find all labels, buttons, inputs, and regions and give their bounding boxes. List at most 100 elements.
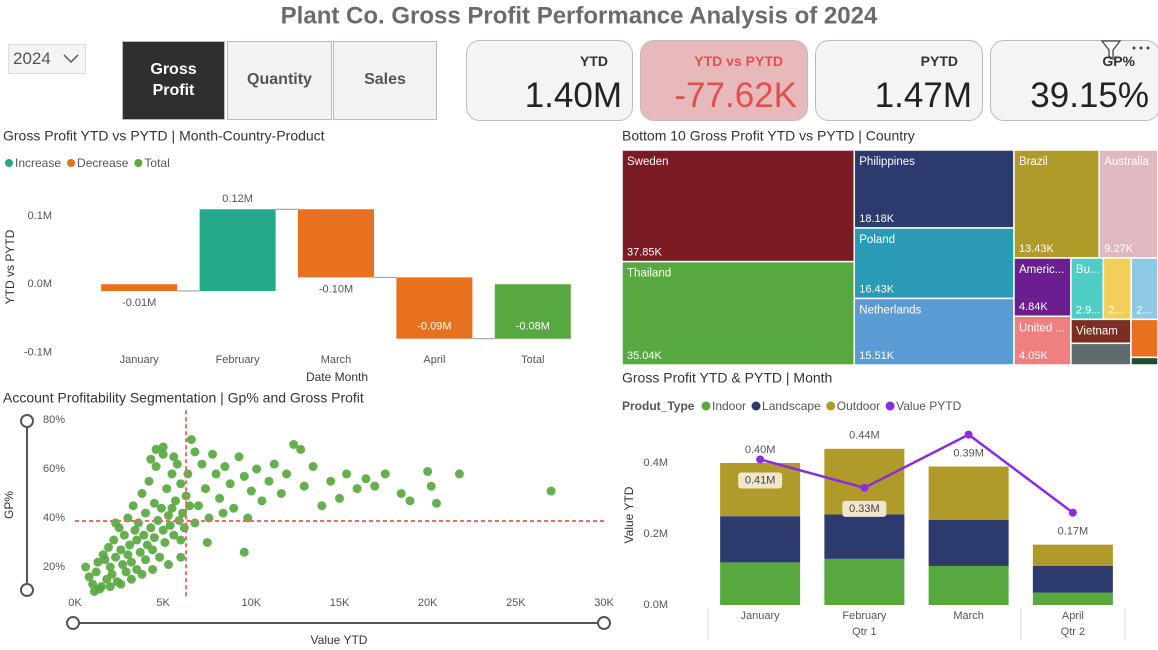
point [84, 572, 94, 582]
bar [396, 277, 473, 339]
bar-segment [720, 463, 801, 517]
x-tick-label: February [842, 610, 887, 622]
y-tick-label: 0.0M [644, 599, 668, 611]
slider-handle[interactable] [597, 616, 611, 630]
year-slicer[interactable]: 2024 [8, 44, 86, 74]
y-axis-title: GP% [2, 491, 16, 519]
point [135, 547, 145, 557]
point [200, 484, 210, 494]
legend-label: Outdoor [837, 399, 880, 413]
point [215, 493, 225, 503]
visual-header [1100, 40, 1150, 61]
nav-button[interactable]: Quantity [227, 41, 332, 120]
point [361, 474, 371, 484]
point [95, 584, 105, 594]
tile-label: Poland [859, 234, 895, 246]
chevron [63, 54, 79, 64]
data-label: 0.33M [849, 503, 880, 515]
point [128, 501, 138, 511]
button-label: Quantity [247, 71, 312, 89]
point [190, 447, 200, 457]
x-tick-label: 15K [330, 597, 350, 609]
point [121, 567, 131, 577]
point [93, 557, 103, 567]
tile [1130, 356, 1158, 366]
point [133, 518, 143, 528]
point [257, 496, 267, 506]
tile-value: 4.84K [1019, 301, 1048, 313]
slider-handle[interactable] [66, 616, 80, 630]
x-tick-label: January [120, 354, 160, 366]
kpi-card: GP% 39.15% [990, 40, 1158, 121]
chart-title: Gross Profit YTD & PYTD | Month [622, 370, 832, 386]
point [111, 518, 121, 528]
y-tick-label: 80% [43, 414, 65, 426]
filter-icon[interactable] [1100, 40, 1122, 61]
tile-label: Australia [1104, 156, 1149, 168]
tile-value: 2... [1108, 304, 1123, 316]
chart-title: Account Profitability Segmentation | Gp%… [3, 390, 364, 406]
point [163, 560, 173, 570]
y-axis-title: Value YTD [622, 486, 636, 543]
nav-button[interactable]: Sales [333, 41, 437, 120]
legend-label: Landscape [762, 399, 821, 413]
tile-value: 4.05K [1019, 350, 1048, 362]
legend-label: Decrease [77, 156, 129, 170]
point [234, 452, 244, 462]
data-label: 0.41M [745, 474, 776, 486]
point [202, 538, 212, 547]
tile-label: Philippines [859, 156, 915, 168]
tile-value: 18.18K [859, 213, 895, 225]
kpi-label: YTD vs PYTD [694, 53, 783, 69]
point [148, 545, 158, 555]
point [239, 471, 249, 481]
tile-value: 15.51K [859, 350, 895, 362]
tile [853, 227, 1015, 300]
point [105, 582, 115, 592]
y-tick-label: 0.1M [28, 210, 52, 222]
kpi-label: YTD [580, 53, 608, 69]
point [252, 464, 262, 474]
slider-handle[interactable] [20, 414, 34, 428]
x-axis-title: Value YTD [311, 633, 368, 647]
line-point [964, 430, 973, 439]
point [137, 569, 147, 579]
kpi-label: PYTD [920, 53, 958, 69]
point [132, 535, 142, 545]
point [116, 545, 126, 555]
data-label: -0.01M [122, 297, 156, 309]
nav-button[interactable]: Gross Profit [122, 41, 225, 120]
x-tick-label: 5K [156, 597, 170, 609]
bar-segment [928, 519, 1009, 566]
tile-label: Sweden [627, 156, 669, 168]
bar-segment [928, 466, 1009, 520]
x-tick-label: 20K [418, 597, 438, 609]
legend-marker [134, 159, 143, 167]
y-tick-label: 0.4M [644, 457, 668, 469]
tile-value: 2... [1136, 304, 1151, 316]
point [454, 469, 464, 479]
x-tick-label: March [953, 610, 984, 622]
bar-segment [720, 516, 801, 563]
point [239, 547, 249, 557]
point [179, 523, 189, 533]
x-tick-label: April [1062, 610, 1084, 622]
point [211, 469, 221, 479]
tile [1013, 257, 1072, 318]
point [220, 462, 230, 472]
point [396, 489, 406, 498]
tile-value: 2.9... [1076, 304, 1100, 316]
slider-handle[interactable] [20, 583, 34, 597]
point [405, 496, 415, 506]
tile [853, 297, 1015, 366]
point [335, 493, 344, 503]
bar-segment [720, 562, 801, 605]
kpi-value: 1.40M [524, 76, 622, 115]
total-label: 0.17M [1058, 526, 1089, 538]
point [151, 462, 161, 472]
more-options[interactable] [1132, 46, 1150, 50]
total-label: 0.44M [849, 430, 880, 442]
point [137, 489, 147, 498]
point [130, 525, 140, 535]
point [218, 508, 228, 518]
